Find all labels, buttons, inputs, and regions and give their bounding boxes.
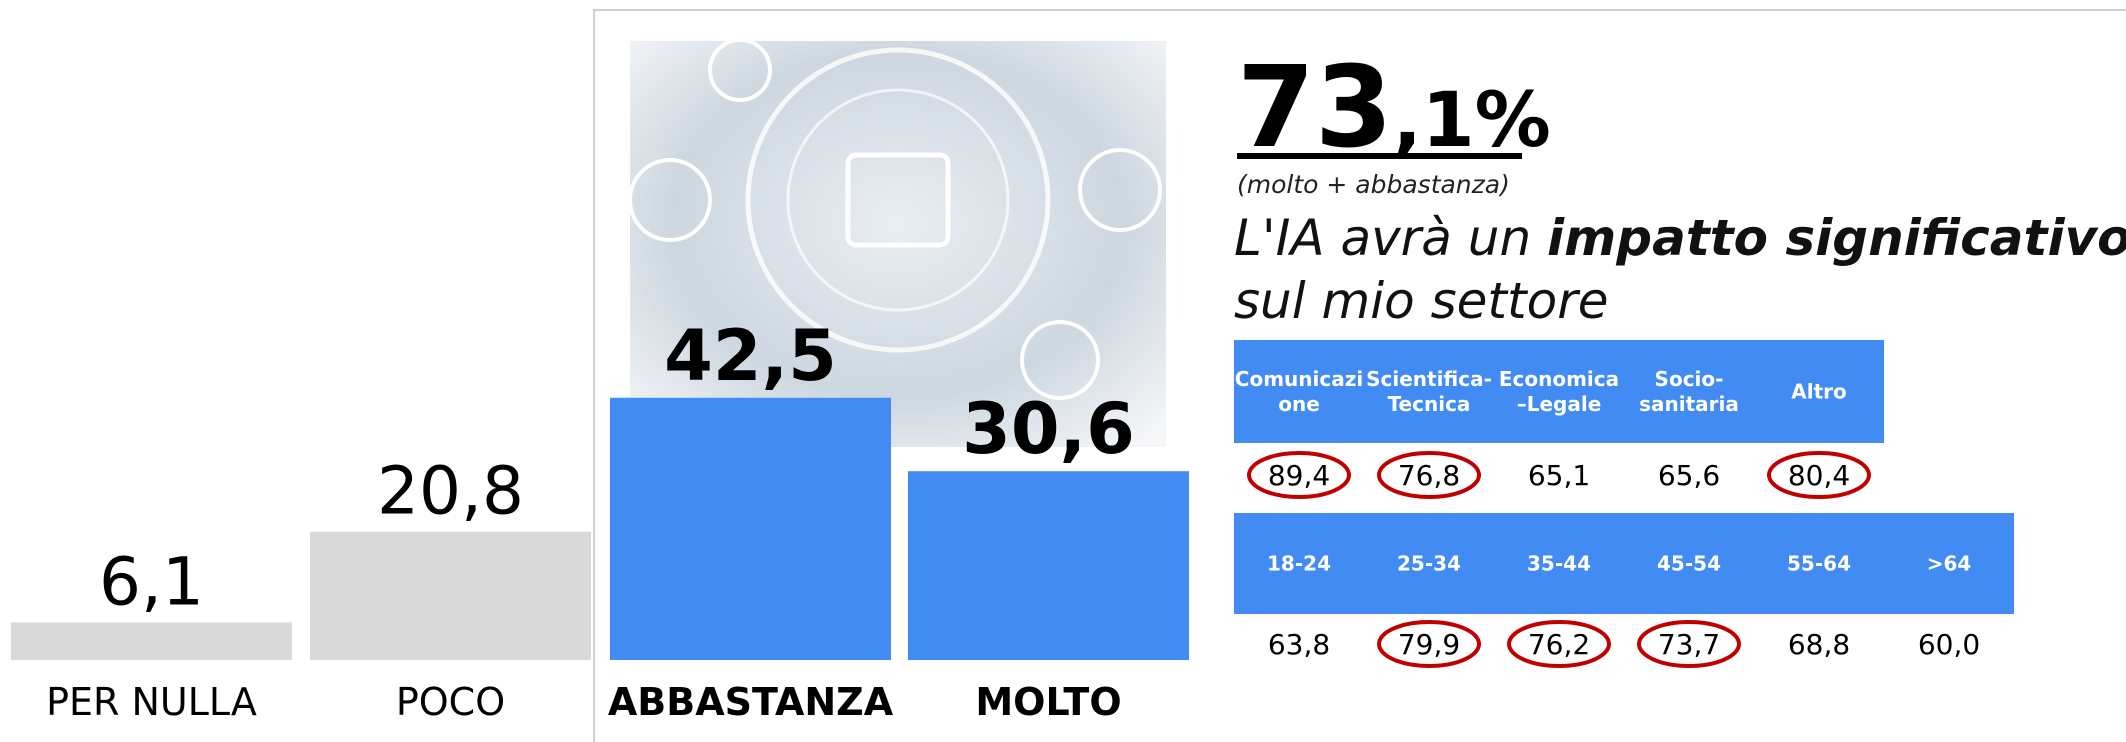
highlight-circle <box>1247 451 1351 499</box>
table-value: 73,7 <box>1658 628 1720 661</box>
bar <box>610 397 891 660</box>
table-header: one <box>1278 392 1320 416</box>
bar <box>310 531 591 660</box>
value-label: 42,5 <box>664 315 837 397</box>
table-value: 68,8 <box>1788 628 1850 661</box>
caption-line: sul mio settore <box>1234 272 1609 330</box>
table-value: 65,1 <box>1528 459 1590 492</box>
table-header: 25-34 <box>1397 552 1461 576</box>
category-label: PER NULLA <box>46 680 257 724</box>
headline: 73,1% <box>1237 43 1551 173</box>
table-value: 60,0 <box>1918 628 1980 661</box>
table-header: >64 <box>1927 552 1972 576</box>
highlight-circle <box>1507 620 1611 668</box>
table-header: Economica <box>1499 367 1619 391</box>
table-header: Altro <box>1791 380 1847 404</box>
table-header: Scientifica- <box>1366 367 1492 391</box>
table-header: Tecnica <box>1388 392 1471 416</box>
highlight-circle <box>1377 620 1481 668</box>
table-value: 89,4 <box>1268 459 1330 492</box>
table-value: 76,8 <box>1398 459 1460 492</box>
headline-integer: 73 <box>1237 43 1393 173</box>
headline-note: (molto + abbastanza) <box>1237 170 1510 199</box>
table-header: 35-44 <box>1527 552 1591 576</box>
table-value: 80,4 <box>1788 459 1850 492</box>
caption-text: L'IA avrà un <box>1234 209 1547 267</box>
table-header: 55-64 <box>1787 552 1851 576</box>
table-header: Comunicazi <box>1235 367 1363 391</box>
table-value: 76,2 <box>1528 628 1590 661</box>
table-value: 65,6 <box>1658 459 1720 492</box>
table-value: 79,9 <box>1398 628 1460 661</box>
table-header-band <box>1234 340 1884 443</box>
category-label: ABBASTANZA <box>608 680 894 724</box>
headline-fraction: ,1% <box>1393 75 1551 164</box>
bar <box>11 622 292 660</box>
caption-emphasis: impatto significativo <box>1547 209 2126 267</box>
frame <box>593 9 2126 742</box>
ai-illustration <box>628 38 1166 447</box>
table-header: Socio- <box>1655 367 1724 391</box>
highlight-circle <box>1637 620 1741 668</box>
category-label: POCO <box>396 680 505 724</box>
table-header: sanitaria <box>1639 392 1739 416</box>
caption-line: L'IA avrà un impatto significativo <box>1234 209 2126 267</box>
category-label: MOLTO <box>975 680 1121 724</box>
table-header-band <box>1234 513 2014 614</box>
value-label: 30,6 <box>962 388 1135 470</box>
highlight-circle <box>1767 451 1871 499</box>
value-label: 6,1 <box>99 543 204 620</box>
table-header: 18-24 <box>1267 552 1331 576</box>
table-value: 63,8 <box>1268 628 1330 661</box>
table-header: 45-54 <box>1657 552 1721 576</box>
bar <box>908 471 1189 660</box>
value-label: 20,8 <box>377 453 524 530</box>
highlight-circle <box>1377 451 1481 499</box>
table-header: –Legale <box>1517 392 1602 416</box>
